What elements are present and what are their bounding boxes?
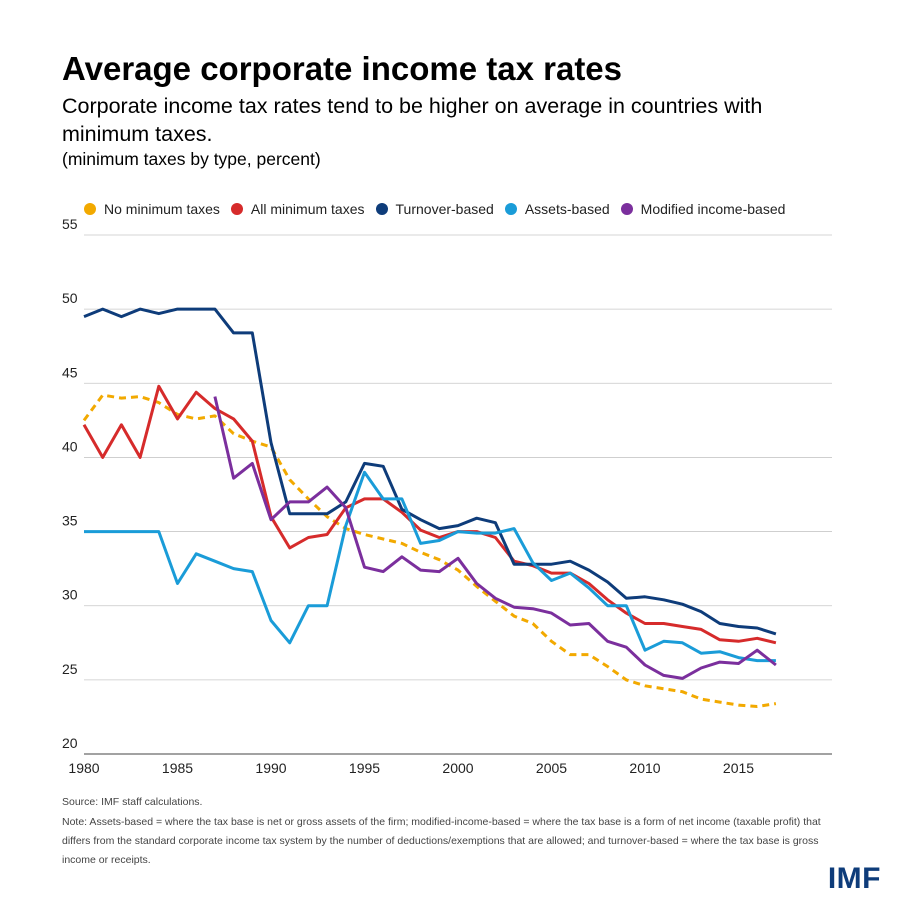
legend-dot	[84, 203, 96, 215]
x-tick-label: 2000	[442, 760, 473, 776]
x-tick-label: 2005	[536, 760, 567, 776]
y-tick-label: 35	[62, 513, 78, 529]
x-tick-label: 1990	[255, 760, 286, 776]
methodology-note: Note: Assets-based = where the tax base …	[62, 816, 821, 866]
series-line-modified-income-based	[213, 396, 777, 680]
legend: No minimum taxes All minimum taxes Turno…	[84, 199, 796, 219]
chart-title: Average corporate income tax rates	[62, 50, 623, 87]
imf-logo: IMF	[827, 862, 881, 895]
y-tick-label: 45	[62, 364, 78, 380]
legend-item-turnover-based[interactable]: Turnover-based	[375, 201, 494, 217]
y-tick-label: 20	[62, 735, 78, 751]
y-tick-label: 30	[62, 587, 78, 603]
y-tick-label: 55	[62, 216, 78, 232]
y-tick-label: 40	[62, 438, 78, 454]
legend-dot	[375, 203, 388, 215]
legend-dot	[504, 203, 517, 215]
x-tick-label: 2015	[723, 760, 754, 776]
series-line-turnover-based	[83, 307, 777, 636]
chart-subtitle: Corporate income tax rates tend to be hi…	[62, 94, 763, 146]
y-tick-label: 50	[62, 290, 78, 306]
x-tick-label: 1995	[349, 760, 380, 776]
x-tick-label: 2010	[629, 760, 660, 776]
legend-item-no-minimum-taxes[interactable]: No minimum taxes	[84, 201, 220, 217]
legend-label: No minimum taxes	[104, 201, 220, 217]
legend-item-assets-based[interactable]: Assets-based	[504, 201, 610, 217]
unit-note: (minimum taxes by type, percent)	[62, 149, 321, 169]
series-line-assets-based	[84, 470, 776, 663]
legend-label: All minimum taxes	[250, 201, 365, 217]
legend-dot	[620, 203, 633, 215]
x-tick-label: 1980	[68, 760, 99, 776]
legend-item-all-minimum-taxes[interactable]: All minimum taxes	[230, 201, 365, 217]
y-tick-label: 25	[62, 661, 78, 677]
series-line-no-minimum-taxes	[82, 393, 777, 708]
x-tick-label: 1985	[162, 760, 193, 776]
legend-dot	[230, 203, 243, 215]
source-note: Source: IMF staff calculations.	[62, 796, 203, 808]
series-line-all-minimum-taxes	[82, 384, 777, 645]
legend-label: Assets-based	[524, 201, 610, 217]
legend-label: Turnover-based	[395, 201, 494, 217]
legend-label: Modified income-based	[640, 201, 786, 217]
legend-item-modified-income-based[interactable]: Modified income-based	[620, 201, 786, 217]
